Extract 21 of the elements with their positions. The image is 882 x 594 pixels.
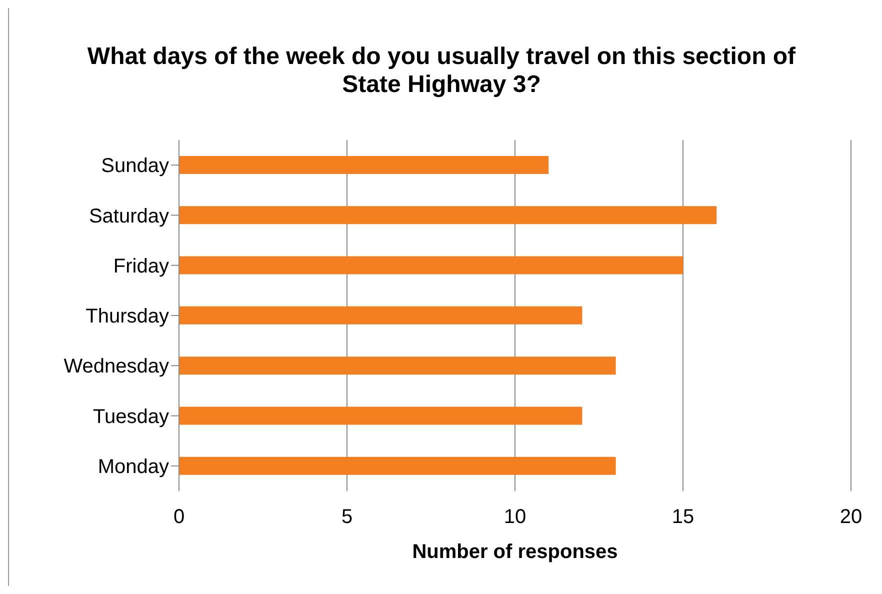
x-tick-label: 5 (341, 506, 353, 528)
y-tick-label: Friday (113, 255, 169, 278)
bar (179, 156, 549, 174)
x-tick-label: 15 (672, 506, 694, 528)
y-tick-label: Tuesday (93, 406, 169, 428)
bar (179, 406, 582, 425)
bar (179, 206, 717, 224)
bar (179, 306, 582, 324)
bar (179, 456, 616, 475)
x-tick-label: 0 (173, 506, 185, 528)
y-tick-label: Monday (98, 456, 169, 478)
y-tick-label: Saturday (88, 205, 169, 228)
y-tick-label: Thursday (86, 306, 169, 328)
bar (179, 256, 683, 274)
chart-title: What days of the week do you usually travel on this section of State Highway 3? (86, 42, 797, 100)
y-tick-label: Wednesday (64, 356, 169, 378)
y-tick-label: Sunday (101, 155, 169, 178)
x-axis-title: Number of responses (412, 541, 618, 563)
x-tick-label: 10 (504, 506, 526, 528)
bar (179, 356, 616, 375)
x-tick-label: 20 (840, 506, 862, 528)
